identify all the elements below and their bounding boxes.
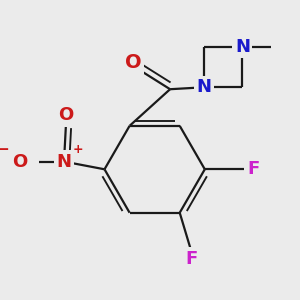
Text: O: O	[125, 53, 142, 72]
Text: N: N	[196, 78, 211, 96]
Text: +: +	[72, 143, 83, 157]
Text: N: N	[235, 38, 250, 56]
Text: N: N	[56, 153, 71, 171]
Text: −: −	[0, 142, 10, 158]
Text: F: F	[185, 250, 197, 268]
Text: O: O	[58, 106, 74, 124]
Text: O: O	[12, 153, 27, 171]
Text: F: F	[247, 160, 259, 178]
